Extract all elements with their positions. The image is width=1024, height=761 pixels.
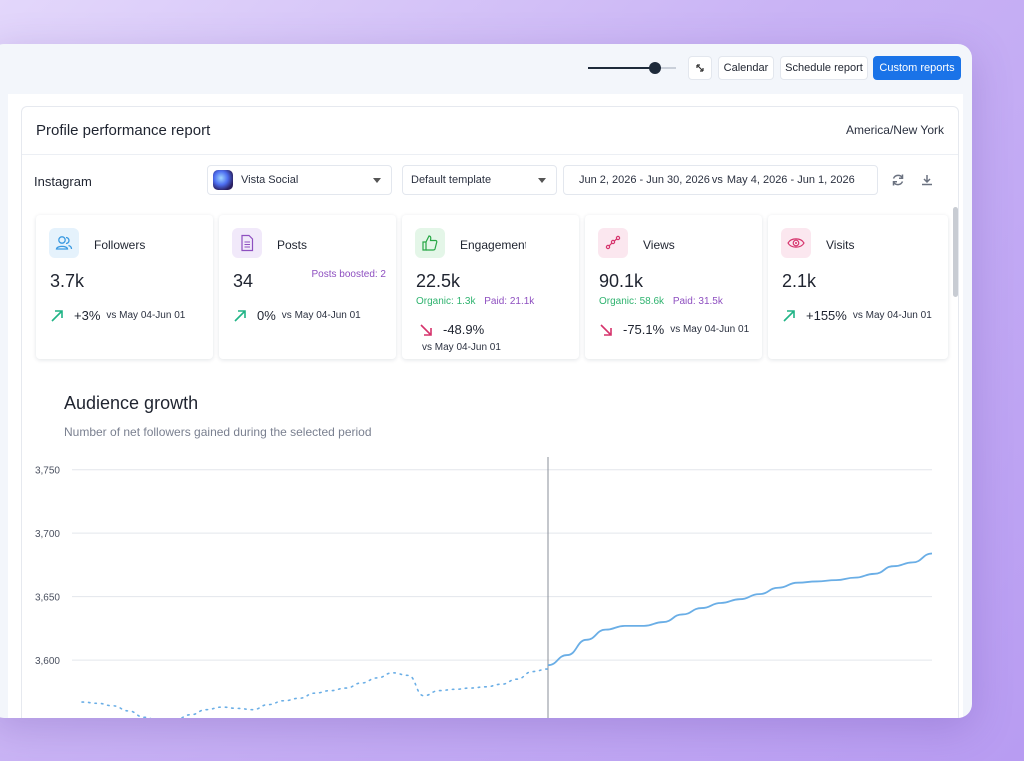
main-content: Profile performance report America/New Y… bbox=[8, 94, 963, 718]
card-breakdown: Organic: 1.3k Paid: 21.1k bbox=[416, 296, 534, 307]
organic-value: Organic: 58.6k bbox=[599, 296, 665, 307]
card-title: Engagement bbox=[460, 238, 526, 252]
metric-card-views[interactable]: Views 90.1k Organic: 58.6k Paid: 31.5k -… bbox=[585, 215, 762, 359]
card-trend: +3% vs May 04-Jun 01 bbox=[50, 308, 185, 323]
calendar-button[interactable]: Calendar bbox=[718, 56, 774, 80]
card-trend: -48.9% bbox=[419, 322, 484, 337]
y-tick-label: 3,650 bbox=[35, 593, 60, 604]
metric-card-engagement[interactable]: Engagement 22.5k Organic: 1.3k Paid: 21.… bbox=[402, 215, 579, 359]
zoom-slider-thumb[interactable] bbox=[648, 62, 661, 74]
collapse-icon bbox=[696, 64, 704, 72]
card-compare: vs May 04-Jun 01 bbox=[852, 310, 932, 321]
metric-card-visits[interactable]: Visits 2.1k +155% vs May 04-Jun 01 bbox=[768, 215, 948, 359]
zoom-slider-fill bbox=[588, 67, 655, 69]
card-value: 2.1k bbox=[782, 271, 817, 291]
card-change: +155% bbox=[806, 308, 847, 323]
metric-card-posts[interactable]: Posts 34 Posts boosted: 2 0% vs May 04-J… bbox=[219, 215, 396, 359]
profile-avatar bbox=[213, 170, 233, 190]
refresh-button[interactable] bbox=[890, 172, 906, 188]
custom-reports-button[interactable]: Custom reports bbox=[873, 56, 961, 80]
metric-cards: Followers 3.7k +3% vs May 04-Jun 01 Post… bbox=[36, 215, 951, 365]
date-range-value: Jun 2, 2026 - Jun 30, 2026 bbox=[579, 174, 710, 186]
paid-value: Paid: 21.1k bbox=[484, 296, 535, 307]
profile-select-value: Vista Social bbox=[241, 174, 299, 186]
posts-boosted: Posts boosted: 2 bbox=[311, 269, 387, 280]
toolbar: Calendar Schedule report Custom reports bbox=[0, 44, 972, 94]
paid-value: Paid: 31.5k bbox=[672, 296, 723, 307]
report-header: Profile performance report America/New Y… bbox=[22, 107, 958, 155]
filter-row: Instagram Vista Social Default template … bbox=[22, 155, 958, 205]
refresh-icon bbox=[892, 174, 904, 186]
audience-growth-subtitle: Number of net followers gained during th… bbox=[64, 425, 372, 439]
organic-value: Organic: 1.3k bbox=[416, 296, 476, 307]
y-tick-label: 3,750 bbox=[35, 466, 60, 477]
trend-down-icon bbox=[420, 323, 432, 336]
trend-up-icon bbox=[783, 309, 795, 322]
timezone-label[interactable]: America/New York bbox=[845, 123, 944, 137]
card-trend: 0% vs May 04-Jun 01 bbox=[233, 308, 361, 323]
page-title: Profile performance report bbox=[36, 122, 211, 139]
template-select[interactable]: Default template bbox=[402, 165, 557, 195]
card-change: +3% bbox=[74, 308, 101, 323]
chevron-down-icon bbox=[538, 178, 546, 183]
schedule-report-button[interactable]: Schedule report bbox=[780, 56, 868, 80]
profile-select[interactable]: Vista Social bbox=[207, 165, 392, 195]
card-value: 34 bbox=[233, 271, 254, 291]
card-title: Posts bbox=[277, 238, 307, 252]
card-compare: vs May 04-Jun 01 bbox=[422, 342, 501, 353]
y-tick-label: 3,600 bbox=[35, 656, 60, 667]
metric-card-followers[interactable]: Followers 3.7k +3% vs May 04-Jun 01 bbox=[36, 215, 213, 359]
comparison-series-line bbox=[81, 668, 549, 718]
date-compare-separator: vs bbox=[711, 174, 723, 186]
card-change: -75.1% bbox=[623, 322, 665, 337]
card-compare: vs May 04-Jun 01 bbox=[106, 310, 186, 321]
trend-down-icon bbox=[600, 323, 612, 336]
download-icon bbox=[922, 175, 932, 186]
eye-icon bbox=[781, 228, 811, 258]
collapse-button[interactable] bbox=[688, 56, 712, 80]
chevron-down-icon bbox=[373, 178, 381, 183]
card-title: Visits bbox=[826, 238, 855, 252]
card-compare: vs May 04-Jun 01 bbox=[281, 310, 361, 321]
card-value: 22.5k bbox=[416, 271, 461, 291]
card-value: 90.1k bbox=[599, 271, 644, 291]
card-title: Views bbox=[643, 238, 675, 252]
followers-icon bbox=[49, 228, 79, 258]
trend-up-icon bbox=[234, 309, 246, 322]
app-window: Calendar Schedule report Custom reports … bbox=[0, 44, 972, 718]
trend-up-icon bbox=[51, 309, 63, 322]
thumbs-up-icon bbox=[415, 228, 445, 258]
scrollbar-thumb[interactable] bbox=[953, 207, 958, 297]
y-tick-label: 3,700 bbox=[35, 529, 60, 540]
download-button[interactable] bbox=[919, 172, 935, 188]
card-value: 3.7k bbox=[50, 271, 85, 291]
zoom-slider[interactable] bbox=[588, 62, 676, 74]
network-label: Instagram bbox=[34, 174, 92, 189]
card-title: Followers bbox=[94, 238, 146, 252]
current-series-line bbox=[547, 552, 933, 667]
report-panel: Profile performance report America/New Y… bbox=[21, 106, 959, 718]
document-icon bbox=[232, 228, 262, 258]
views-icon bbox=[598, 228, 628, 258]
template-select-value: Default template bbox=[411, 174, 492, 186]
compare-range-value: May 4, 2026 - Jun 1, 2026 bbox=[726, 174, 855, 186]
card-trend: -75.1% vs May 04-Jun 01 bbox=[599, 322, 749, 337]
card-change: -48.9% bbox=[443, 322, 485, 337]
card-change: 0% bbox=[257, 308, 276, 323]
audience-growth-title: Audience growth bbox=[64, 393, 199, 413]
card-compare: vs May 04-Jun 01 bbox=[670, 324, 750, 335]
card-breakdown: Organic: 58.6k Paid: 31.5k bbox=[599, 296, 723, 307]
date-range-picker[interactable]: Jun 2, 2026 - Jun 30, 2026 vs May 4, 202… bbox=[563, 165, 878, 195]
card-trend: +155% vs May 04-Jun 01 bbox=[782, 308, 932, 323]
